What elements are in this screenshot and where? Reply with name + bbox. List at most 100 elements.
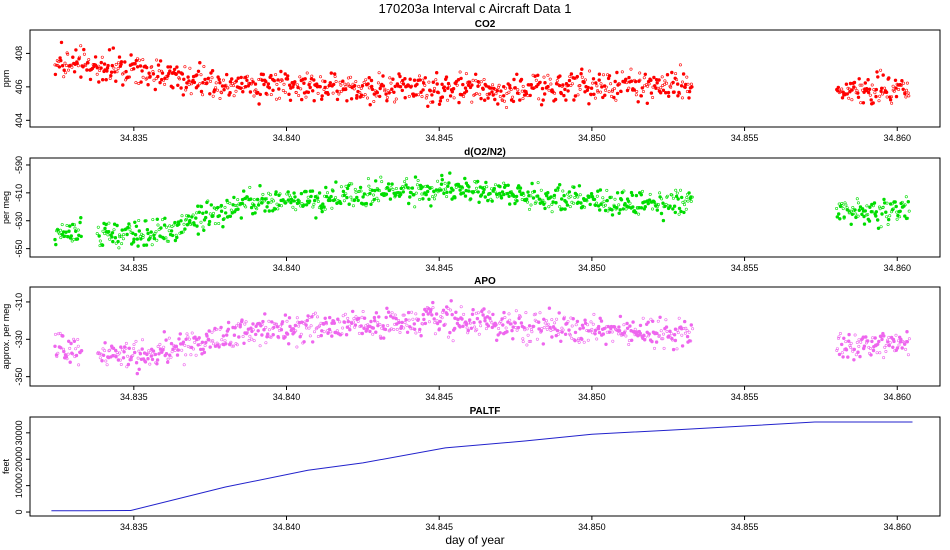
data-point — [112, 228, 116, 232]
data-point — [475, 316, 480, 321]
data-point — [619, 198, 624, 202]
data-point — [598, 316, 602, 320]
data-point — [177, 337, 181, 341]
data-point — [455, 321, 460, 326]
data-point — [857, 338, 861, 342]
data-point — [236, 198, 240, 202]
data-point — [407, 318, 411, 322]
data-point — [568, 333, 572, 337]
data-point — [150, 243, 154, 247]
data-point — [603, 93, 607, 98]
data-point — [543, 321, 547, 325]
data-point — [689, 199, 693, 203]
data-point — [311, 205, 315, 209]
data-point — [672, 90, 676, 94]
data-point — [197, 210, 202, 215]
data-point — [265, 205, 269, 209]
data-point — [260, 196, 264, 201]
data-point — [65, 357, 69, 361]
data-point — [135, 65, 140, 69]
data-point — [664, 325, 669, 329]
y-tick-label: 408 — [14, 46, 24, 61]
data-point — [590, 331, 594, 335]
data-point — [242, 341, 246, 345]
data-point — [371, 332, 375, 336]
data-point — [541, 342, 545, 346]
data-point — [536, 181, 540, 185]
data-point — [161, 218, 165, 222]
data-point — [652, 200, 656, 204]
data-point — [474, 186, 478, 190]
data-point — [501, 323, 505, 327]
data-point — [151, 218, 155, 222]
data-point — [449, 299, 453, 303]
data-point — [592, 197, 597, 202]
data-point — [217, 214, 222, 218]
data-point — [211, 339, 215, 343]
data-point — [617, 325, 621, 329]
data-point — [603, 203, 607, 207]
x-tick-label: 34.860 — [883, 522, 911, 532]
data-point — [496, 333, 500, 337]
data-point — [101, 353, 106, 357]
data-point — [156, 74, 160, 79]
data-point — [228, 90, 232, 95]
data-point — [302, 203, 306, 207]
data-point — [583, 318, 587, 322]
data-point — [81, 65, 85, 69]
data-point — [384, 92, 388, 96]
data-point — [532, 324, 536, 328]
data-point — [438, 99, 443, 103]
data-point — [297, 200, 301, 205]
data-point — [400, 88, 404, 93]
data-point — [506, 183, 510, 188]
data-point — [569, 83, 573, 87]
data-point — [516, 88, 520, 92]
data-point — [78, 55, 82, 59]
data-point — [516, 184, 521, 188]
data-point — [497, 326, 501, 330]
data-point — [378, 322, 382, 326]
data-point — [57, 230, 61, 234]
data-point — [66, 352, 70, 356]
data-point — [881, 205, 885, 209]
data-point — [572, 98, 576, 102]
data-point — [683, 331, 687, 335]
data-point — [266, 82, 271, 86]
data-point — [162, 330, 167, 334]
data-point — [835, 348, 839, 352]
data-point — [387, 188, 392, 192]
data-point — [557, 183, 562, 187]
data-point — [675, 328, 679, 332]
data-point — [95, 232, 99, 236]
data-point — [675, 78, 679, 82]
data-point — [330, 206, 334, 210]
data-point — [287, 342, 291, 346]
data-point — [277, 336, 281, 340]
data-point — [437, 91, 441, 95]
data-point — [854, 353, 858, 357]
data-point — [321, 202, 325, 206]
data-point — [311, 340, 315, 344]
data-point — [349, 195, 353, 199]
data-point — [180, 214, 184, 218]
data-point — [476, 179, 480, 184]
data-point — [582, 80, 586, 85]
data-point — [404, 318, 408, 322]
data-point — [532, 189, 537, 194]
data-point — [907, 209, 911, 213]
data-point — [74, 347, 78, 351]
data-point — [151, 72, 156, 76]
data-point — [563, 87, 567, 92]
data-point — [277, 96, 281, 100]
data-point — [141, 234, 145, 238]
data-point — [613, 79, 617, 84]
data-point — [432, 86, 436, 90]
data-point — [79, 75, 83, 79]
data-point — [544, 194, 549, 198]
data-point — [497, 191, 502, 196]
data-point — [678, 188, 682, 192]
data-point — [244, 320, 248, 324]
data-point — [633, 79, 638, 84]
data-point — [235, 343, 239, 347]
